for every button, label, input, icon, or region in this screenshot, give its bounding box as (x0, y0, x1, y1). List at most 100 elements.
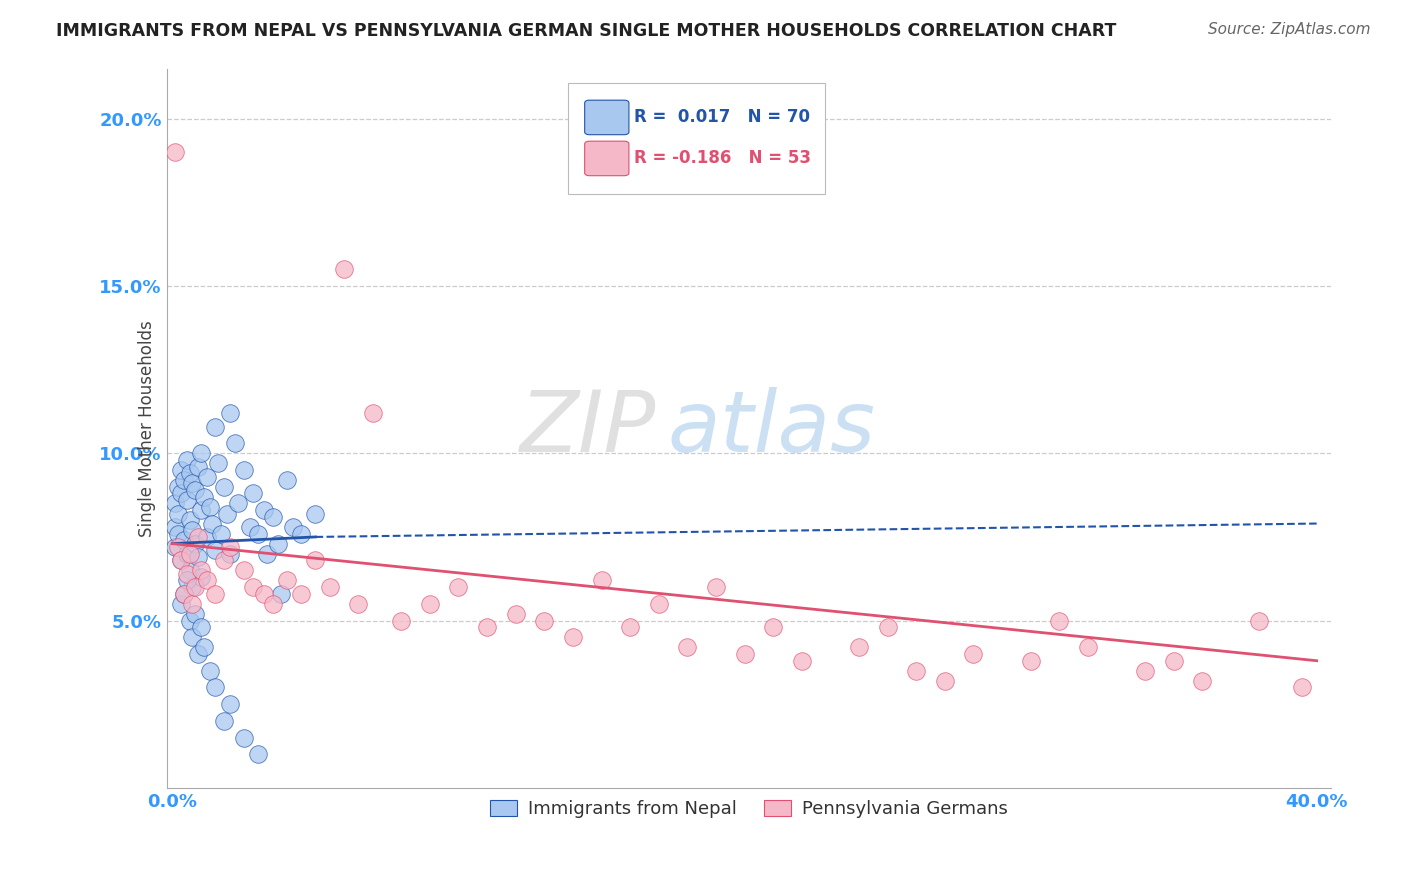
Point (195, 530, 218, 544)
Point (1291, 681, 1313, 695)
Point (207, 456, 229, 470)
Point (1047, 614, 1070, 628)
Text: Source: ZipAtlas.com: Source: ZipAtlas.com (1208, 22, 1371, 37)
Point (212, 553, 235, 567)
Point (184, 580, 207, 594)
Point (218, 547, 240, 561)
Point (247, 747, 270, 762)
Point (176, 566, 198, 581)
Point (648, 597, 671, 611)
Point (170, 553, 193, 567)
Point (165, 496, 187, 510)
Point (190, 620, 212, 634)
Point (195, 469, 218, 483)
Point (187, 647, 209, 661)
Point (193, 640, 215, 655)
Point (215, 507, 238, 521)
Point (762, 620, 785, 634)
Point (281, 520, 304, 534)
Point (447, 580, 470, 594)
Point (1163, 654, 1185, 668)
Point (290, 587, 312, 601)
Point (173, 587, 195, 601)
Point (190, 563, 212, 577)
Point (190, 570, 212, 584)
Point (224, 436, 246, 450)
Point (181, 630, 204, 644)
Point (276, 574, 298, 588)
Point (187, 530, 209, 544)
Point (181, 523, 204, 537)
Point (173, 587, 195, 601)
Point (389, 614, 412, 628)
Point (184, 536, 207, 550)
Point (347, 597, 370, 611)
Point (187, 549, 209, 564)
Point (198, 664, 221, 678)
Point (176, 547, 198, 561)
Point (1133, 664, 1156, 678)
Point (290, 526, 312, 541)
Point (204, 587, 226, 601)
Point (304, 553, 326, 567)
FancyBboxPatch shape (585, 100, 628, 135)
Point (184, 483, 207, 497)
Point (242, 580, 264, 594)
Point (195, 574, 218, 588)
Point (361, 406, 384, 420)
Point (193, 490, 215, 504)
Point (181, 597, 204, 611)
Point (1249, 614, 1271, 628)
Point (591, 574, 613, 588)
Point (184, 607, 207, 621)
Point (201, 516, 224, 531)
Point (276, 473, 298, 487)
Point (319, 580, 342, 594)
Point (179, 467, 201, 481)
Point (167, 507, 190, 521)
Point (704, 580, 727, 594)
Point (181, 476, 204, 491)
Point (190, 446, 212, 460)
Point (561, 630, 583, 644)
Point (505, 607, 527, 621)
Point (475, 620, 498, 634)
Point (619, 620, 641, 634)
Point (270, 587, 292, 601)
Point (209, 526, 232, 541)
Point (170, 463, 193, 477)
Point (533, 614, 555, 628)
Text: atlas: atlas (668, 387, 876, 470)
Point (304, 507, 326, 521)
Point (165, 520, 187, 534)
Point (267, 536, 290, 550)
Point (247, 526, 270, 541)
FancyBboxPatch shape (585, 141, 628, 176)
Point (419, 597, 441, 611)
Point (876, 620, 898, 634)
Point (179, 563, 201, 577)
Text: IMMIGRANTS FROM NEPAL VS PENNSYLVANIA GERMAN SINGLE MOTHER HOUSEHOLDS CORRELATIO: IMMIGRANTS FROM NEPAL VS PENNSYLVANIA GE… (56, 22, 1116, 40)
Point (242, 486, 264, 500)
Point (212, 714, 235, 728)
Point (253, 587, 276, 601)
Point (233, 563, 256, 577)
Point (212, 480, 235, 494)
Point (173, 473, 195, 487)
Point (233, 463, 256, 477)
Point (734, 647, 756, 661)
FancyBboxPatch shape (568, 83, 824, 194)
Point (218, 697, 240, 711)
Point (848, 640, 870, 655)
Point (167, 526, 190, 541)
Point (170, 486, 193, 500)
Point (204, 543, 226, 558)
Point (218, 406, 240, 420)
Point (253, 503, 276, 517)
Point (165, 145, 187, 160)
Point (934, 673, 956, 688)
Point (1077, 640, 1099, 655)
Point (179, 614, 201, 628)
Point (233, 731, 256, 745)
Point (1019, 654, 1042, 668)
